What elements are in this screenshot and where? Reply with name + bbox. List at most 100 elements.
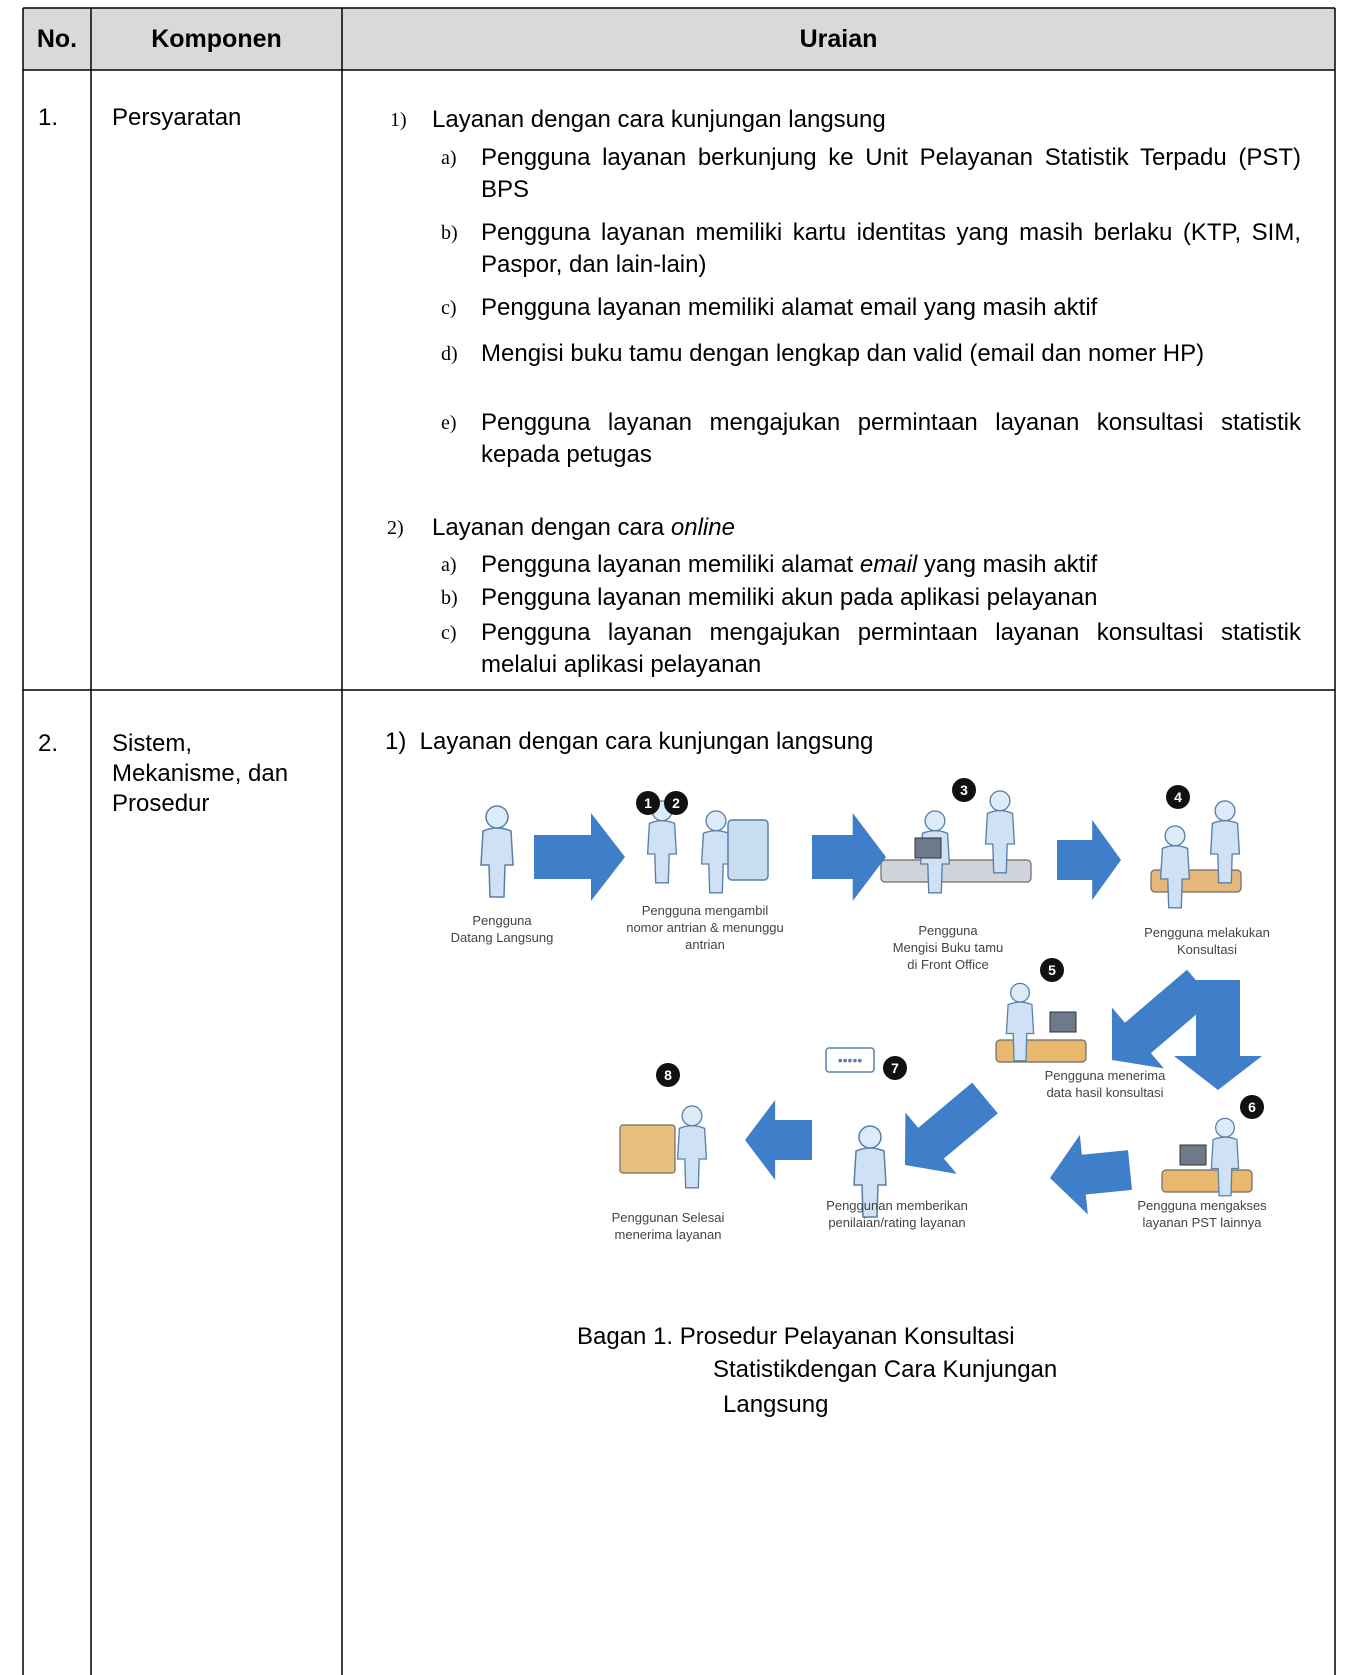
person-body	[1159, 845, 1191, 909]
person-head	[1215, 1117, 1235, 1138]
person-icon	[1210, 1117, 1240, 1197]
step-caption: Penggunan memberikan	[826, 1198, 968, 1213]
flow-arrow	[534, 813, 625, 901]
item-text: Pengguna layanan berkunjung ke Unit Pela…	[481, 142, 1301, 206]
step-number: 5	[1048, 962, 1056, 978]
text-run: yang masih aktif	[917, 551, 1098, 578]
step-caption: Pengguna menerima	[1045, 1068, 1166, 1083]
section-marker: 2)	[387, 517, 404, 539]
person-body	[1209, 820, 1241, 884]
step-caption: Pengguna	[472, 913, 532, 928]
step-caption: Pengguna	[918, 923, 978, 938]
text-run: Pengguna layanan memiliki akun pada apli…	[481, 584, 1098, 611]
person-body	[1005, 1001, 1035, 1062]
step-caption: penilaian/rating layanan	[828, 1215, 965, 1230]
person-head	[924, 810, 946, 832]
flow-arrow	[1111, 969, 1213, 1069]
item-text: Pengguna layanan mengajukan permintaan l…	[481, 617, 1301, 681]
flow-arrow	[812, 813, 886, 901]
person-icon	[676, 1105, 708, 1189]
kiosk-icon	[727, 819, 769, 881]
item-marker: b)	[441, 222, 458, 244]
step-caption: Penggunan Selesai	[612, 1210, 725, 1225]
text-run: Pengguna layanan memiliki alamat	[481, 551, 860, 578]
item-marker: c)	[441, 297, 457, 319]
text-run: Pengguna layanan mengajukan permintaan l…	[481, 409, 1301, 468]
caption-line: Statistikdengan Cara Kunjungan	[713, 1356, 1058, 1383]
section-title: Layanan dengan cara kunjungan langsung	[432, 104, 886, 136]
person-head	[1010, 982, 1030, 1003]
person-body	[853, 1147, 887, 1218]
step-number: 4	[1174, 789, 1182, 805]
person-head	[1164, 825, 1186, 847]
item-marker: a)	[441, 147, 457, 169]
person-icon	[480, 805, 514, 898]
text-run: Pengguna layanan mengajukan permintaan l…	[481, 619, 1301, 678]
monitor-icon	[1179, 1144, 1207, 1166]
step-caption: Konsultasi	[1177, 942, 1237, 957]
flow-arrow	[1174, 980, 1262, 1090]
speech-bubble	[825, 1047, 875, 1073]
desk-icon	[1161, 1169, 1253, 1193]
step-caption: data hasil konsultasi	[1046, 1085, 1163, 1100]
flow-arrow	[904, 1082, 998, 1174]
step-caption: layanan PST lainnya	[1142, 1215, 1262, 1230]
text-run: Layanan dengan cara kunjungan langsung	[432, 106, 886, 133]
person-body	[700, 830, 732, 894]
step-badge	[883, 1056, 907, 1080]
text-run: Pengguna layanan berkunjung ke Unit Pela…	[481, 144, 1301, 203]
section-marker: 1)	[390, 109, 407, 131]
person-head	[1214, 800, 1236, 822]
monitor-icon	[914, 837, 942, 859]
step-number: 7	[891, 1060, 899, 1076]
step-number: 3	[960, 782, 968, 798]
step-caption: nomor antrian & menunggu	[626, 920, 784, 935]
header-uraian: Uraian	[799, 25, 878, 53]
item-marker: c)	[441, 622, 457, 644]
row-number: 1.	[38, 104, 59, 131]
step-caption: Datang Langsung	[451, 930, 554, 945]
step-caption: Pengguna melakukan	[1144, 925, 1270, 940]
step-number: 2	[672, 795, 680, 811]
item-text: Mengisi buku tamu dengan lengkap dan val…	[481, 338, 1301, 370]
step-caption: Pengguna mengambil	[642, 903, 769, 918]
section-heading: 1) Layanan dengan cara kunjungan langsun…	[385, 728, 874, 755]
caption-line: Langsung	[723, 1391, 829, 1418]
person-icon	[1159, 825, 1191, 909]
person-body	[1210, 1136, 1240, 1197]
emphasis: email	[859, 551, 918, 578]
text-run: Pengguna layanan memiliki kartu identita…	[481, 219, 1301, 278]
step-caption: Pengguna mengakses	[1137, 1198, 1267, 1213]
step-badge	[636, 791, 660, 815]
step-caption: antrian	[685, 937, 725, 952]
person-body	[480, 827, 514, 898]
person-body	[646, 820, 678, 884]
header-no: No.	[36, 25, 78, 53]
person-icon	[853, 1125, 887, 1218]
step-badge	[1040, 958, 1064, 982]
cart-icon	[619, 1124, 676, 1174]
flow-arrow	[745, 1100, 812, 1180]
person-body	[676, 1125, 708, 1189]
step-badge	[664, 791, 688, 815]
step-number: 1	[644, 795, 652, 811]
person-head	[858, 1125, 882, 1149]
flow-arrow	[1050, 1134, 1132, 1215]
section-title: Layanan dengan cara online	[432, 512, 735, 544]
component: Sistem, Mekanisme, dan Prosedur	[112, 730, 289, 817]
person-icon	[984, 790, 1016, 874]
item-marker: e)	[441, 412, 457, 434]
person-icon	[1005, 982, 1035, 1062]
item-text: Pengguna layanan mengajukan permintaan l…	[481, 407, 1301, 471]
row-number: 2.	[38, 730, 59, 757]
table-lines	[22, 7, 1336, 1675]
header-background	[23, 8, 1335, 70]
bubble-dots: •••••	[838, 1052, 863, 1068]
person-head	[681, 1105, 703, 1127]
monitor-icon	[1049, 1011, 1077, 1033]
step-badge	[952, 778, 976, 802]
person-icon	[1209, 800, 1241, 884]
step-number: 8	[664, 1067, 672, 1083]
